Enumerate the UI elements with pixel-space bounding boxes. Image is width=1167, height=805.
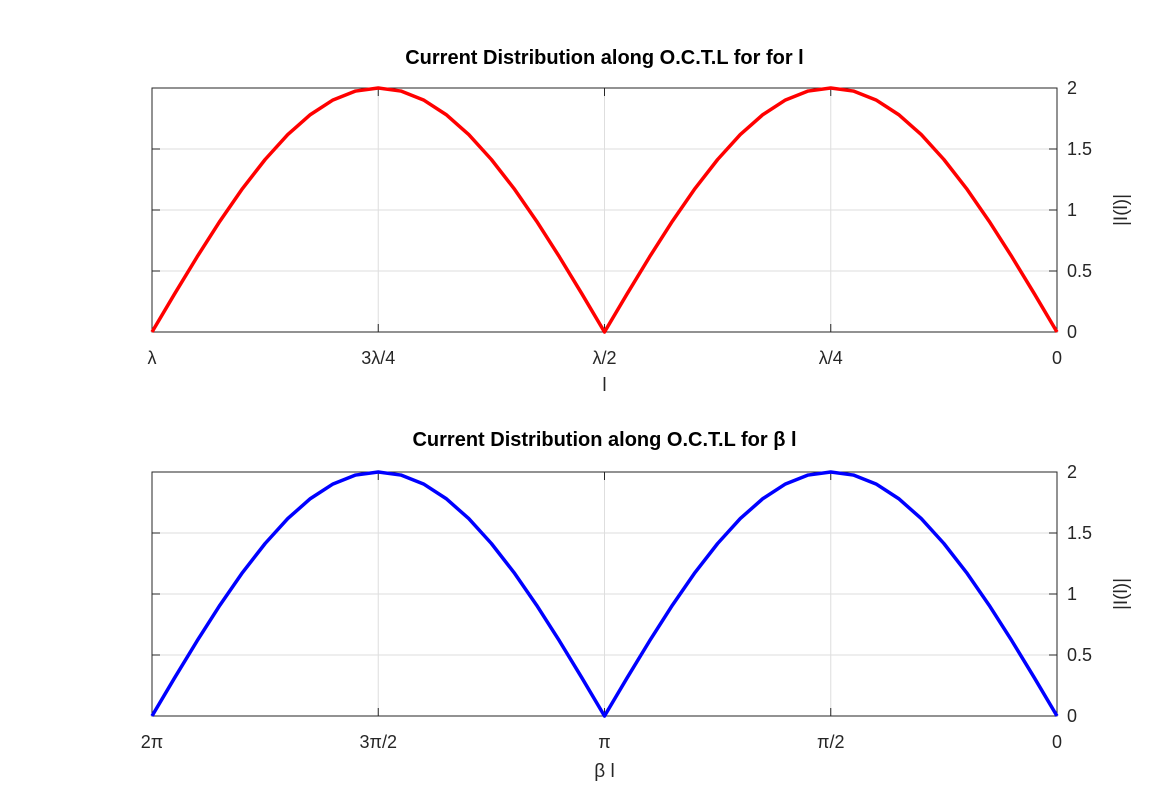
y-tick-label: 1.5 <box>1067 523 1092 543</box>
y-tick-label: 1 <box>1067 584 1077 604</box>
x-tick-label: λ/4 <box>819 348 843 368</box>
x-tick-label: π <box>598 732 610 752</box>
x-tick-label: 0 <box>1052 732 1062 752</box>
y-tick-label: 2 <box>1067 78 1077 98</box>
x-tick-label: λ/2 <box>592 348 616 368</box>
y-tick-label: 0.5 <box>1067 645 1092 665</box>
y-axis-label: |I(l)| <box>1111 578 1132 610</box>
x-tick-label: 3λ/4 <box>361 348 395 368</box>
chart-title: Current Distribution along O.C.T.L for f… <box>405 47 804 69</box>
x-tick-label: 0 <box>1052 348 1062 368</box>
y-tick-label: 1 <box>1067 200 1077 220</box>
x-axis-label: β l <box>594 761 614 782</box>
x-tick-label: λ <box>148 348 157 368</box>
x-tick-label: 3π/2 <box>360 732 397 752</box>
grid <box>151 471 1058 717</box>
y-tick-label: 0.5 <box>1067 261 1092 281</box>
x-tick-label: π/2 <box>817 732 844 752</box>
y-axis-label: |I(l)| <box>1111 194 1132 226</box>
y-tick-label: 2 <box>1067 462 1077 482</box>
series-line <box>150 86 1059 334</box>
y-tick-label: 1.5 <box>1067 139 1092 159</box>
chart-title: Current Distribution along O.C.T.L for β… <box>412 429 796 451</box>
plot-current-vs-length: Current Distribution along O.C.T.L for f… <box>148 47 1133 396</box>
x-tick-label: 2π <box>141 732 163 752</box>
plot-current-vs-beta-length: Current Distribution along O.C.T.L for β… <box>141 429 1132 782</box>
grid <box>151 87 1058 333</box>
series-line <box>150 470 1059 718</box>
y-tick-label: 0 <box>1067 322 1077 342</box>
y-tick-label: 0 <box>1067 706 1077 726</box>
x-axis-label: l <box>602 375 606 396</box>
